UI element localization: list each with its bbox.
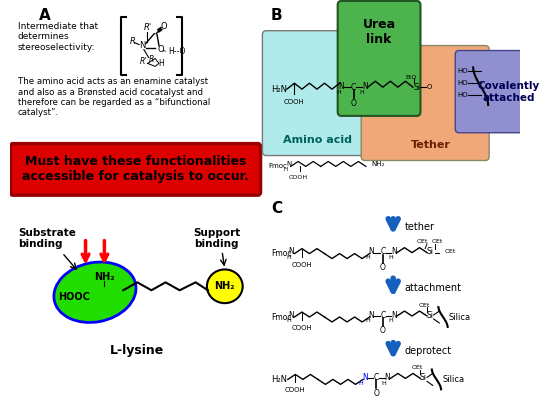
Text: Fmoc: Fmoc	[268, 164, 287, 170]
Text: H: H	[336, 90, 341, 95]
Text: R: R	[130, 37, 136, 46]
Text: C: C	[271, 201, 282, 216]
Text: HO: HO	[458, 92, 468, 98]
Text: N: N	[369, 247, 375, 256]
Text: COOH: COOH	[292, 261, 312, 267]
FancyBboxPatch shape	[455, 51, 542, 133]
Text: B: B	[271, 8, 282, 23]
Text: N: N	[391, 247, 397, 256]
Text: COOH: COOH	[288, 176, 308, 180]
Text: HO: HO	[458, 68, 468, 74]
Text: H: H	[388, 255, 393, 260]
Text: Substrate
binding: Substrate binding	[18, 228, 76, 250]
Text: Silica: Silica	[442, 375, 464, 384]
Text: Covalently
attached: Covalently attached	[478, 81, 540, 103]
Text: N: N	[289, 310, 294, 320]
Text: H: H	[284, 167, 288, 172]
Text: HOOC: HOOC	[59, 292, 90, 302]
Text: OEt: OEt	[412, 365, 423, 370]
Text: H: H	[158, 59, 164, 68]
Text: R': R'	[140, 57, 147, 66]
FancyBboxPatch shape	[361, 45, 489, 160]
Text: R': R'	[144, 23, 152, 32]
Text: C: C	[373, 373, 379, 382]
Text: N: N	[391, 310, 397, 320]
Text: COOH: COOH	[284, 99, 305, 105]
Text: N: N	[369, 310, 375, 320]
Text: OEt: OEt	[418, 302, 430, 308]
Text: OEt: OEt	[417, 239, 428, 244]
Text: O: O	[351, 99, 357, 107]
Text: Si: Si	[427, 247, 434, 256]
Text: N: N	[362, 82, 368, 91]
Text: O: O	[380, 263, 386, 272]
Text: Intermediate that
determines
stereoselectivity:: Intermediate that determines stereoselec…	[18, 22, 98, 52]
Text: A: A	[38, 8, 50, 23]
Text: NH₂: NH₂	[371, 162, 385, 168]
Text: EtO: EtO	[405, 75, 417, 80]
Text: N: N	[339, 82, 344, 91]
Text: N: N	[289, 247, 294, 256]
Text: H: H	[365, 255, 370, 260]
Text: H: H	[360, 90, 365, 95]
Text: H: H	[286, 255, 291, 260]
Text: O: O	[373, 389, 379, 398]
Text: C: C	[351, 83, 356, 92]
Text: Amino acid: Amino acid	[283, 135, 352, 144]
Text: O: O	[426, 84, 431, 90]
Text: Silica: Silica	[449, 312, 471, 322]
Text: H₂N: H₂N	[271, 85, 287, 94]
Text: Si: Si	[420, 373, 427, 382]
Text: L-lysine: L-lysine	[110, 344, 164, 357]
Text: NH₂: NH₂	[215, 281, 235, 291]
Text: Must have these functionalities
accessible for catalysis to occur.: Must have these functionalities accessib…	[22, 155, 249, 183]
Text: Si: Si	[427, 310, 434, 320]
Text: deprotect: deprotect	[404, 346, 451, 356]
Text: C: C	[380, 310, 385, 320]
Text: Fmoc: Fmoc	[271, 312, 292, 322]
Text: H--O: H--O	[169, 47, 186, 56]
Text: OEt: OEt	[445, 249, 456, 254]
Text: N: N	[139, 41, 145, 50]
Text: COOH: COOH	[292, 325, 312, 331]
Text: Si: Si	[413, 83, 420, 92]
Text: Fmoc: Fmoc	[271, 249, 292, 258]
FancyBboxPatch shape	[262, 31, 390, 156]
Text: N: N	[362, 373, 368, 382]
Text: H: H	[286, 318, 291, 324]
Text: H: H	[359, 381, 364, 386]
Text: H: H	[382, 381, 386, 386]
Text: tether: tether	[404, 222, 435, 232]
Text: OEt: OEt	[432, 239, 443, 244]
Text: H₂N: H₂N	[271, 375, 287, 384]
Text: H: H	[365, 318, 370, 324]
Text: attachment: attachment	[404, 283, 461, 293]
Text: The amino acid acts as an enamine catalyst
and also as a Brønsted acid cocatalys: The amino acid acts as an enamine cataly…	[18, 77, 210, 117]
Text: O: O	[380, 326, 386, 336]
FancyBboxPatch shape	[10, 144, 261, 195]
Text: N: N	[385, 373, 390, 382]
Text: Support
binding: Support binding	[193, 228, 241, 250]
Text: Tether: Tether	[411, 140, 451, 150]
Text: HO: HO	[458, 80, 468, 86]
Text: Urea
link: Urea link	[363, 18, 396, 46]
Text: C: C	[380, 247, 385, 256]
Text: N: N	[286, 162, 292, 168]
Text: NH₂: NH₂	[94, 272, 114, 282]
Text: COOH: COOH	[285, 387, 306, 393]
FancyBboxPatch shape	[338, 1, 421, 116]
Ellipse shape	[54, 262, 136, 322]
Text: H: H	[388, 318, 393, 324]
Text: R: R	[149, 55, 154, 64]
Text: O: O	[158, 45, 164, 54]
Text: O: O	[160, 22, 167, 31]
Ellipse shape	[207, 269, 243, 303]
